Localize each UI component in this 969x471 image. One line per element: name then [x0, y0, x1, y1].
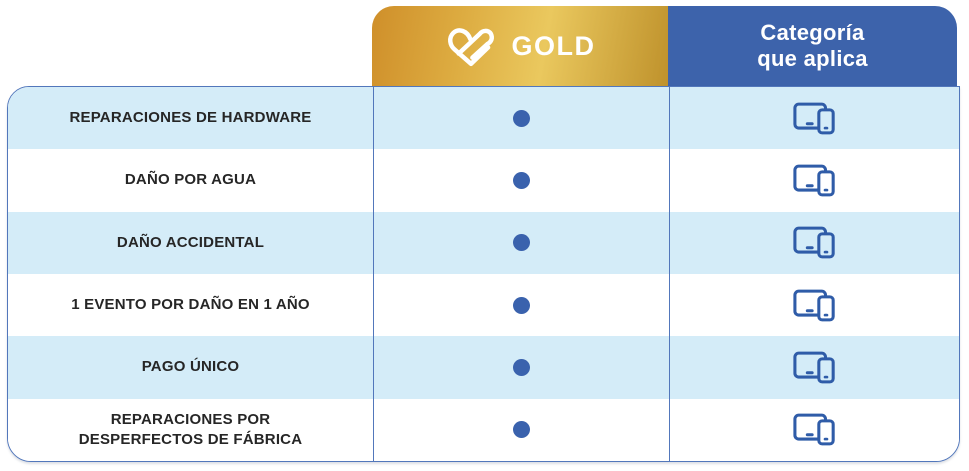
table-row: 1 EVENTO POR DAÑO EN 1 AÑO	[8, 273, 959, 337]
table-row: DAÑO ACCIDENTAL	[8, 211, 959, 274]
table-row: REPARACIONES DE HARDWARE	[8, 87, 959, 150]
gold-cell	[373, 336, 669, 399]
category-cell	[669, 211, 959, 274]
benefit-label: DAÑO ACCIDENTAL	[116, 233, 265, 251]
table-header-row: GOLD Categoría que aplica	[7, 6, 960, 86]
benefit-cell: PAGO ÚNICO	[8, 336, 373, 398]
category-cell	[669, 149, 959, 212]
gold-cell	[373, 211, 669, 274]
table-row: REPARACIONES POR DESPERFECTOS DE FÁBRICA	[8, 398, 959, 461]
category-cell	[669, 273, 959, 337]
table-row: PAGO ÚNICO	[8, 336, 959, 399]
table-body: REPARACIONES DE HARDWARE DAÑO POR AG	[7, 86, 960, 462]
included-dot-icon	[513, 234, 530, 252]
benefit-label: 1 EVENTO POR DAÑO EN 1 AÑO	[71, 296, 310, 314]
gold-cell	[373, 398, 669, 461]
benefit-cell: REPARACIONES DE HARDWARE	[8, 87, 373, 149]
care-heart-icon	[445, 21, 497, 72]
gold-cell	[373, 87, 669, 150]
included-dot-icon	[513, 171, 530, 189]
included-dot-icon	[513, 358, 530, 376]
phone-tablet-icon	[792, 289, 835, 322]
benefit-label: REPARACIONES POR DESPERFECTOS DE FÁBRICA	[78, 410, 303, 448]
benefit-label: DAÑO POR AGUA	[124, 171, 257, 189]
included-dot-icon	[513, 421, 530, 439]
phone-tablet-icon	[792, 351, 835, 384]
gold-cell	[373, 149, 669, 212]
phone-tablet-icon	[792, 413, 835, 446]
benefit-cell: DAÑO POR AGUA	[8, 149, 373, 211]
gold-column-title: GOLD	[511, 30, 596, 61]
phone-tablet-icon	[792, 164, 835, 197]
column-header-category: Categoría que aplica	[668, 6, 957, 86]
phone-tablet-icon	[792, 226, 835, 259]
gold-cell	[373, 273, 669, 337]
benefit-cell: DAÑO ACCIDENTAL	[8, 212, 373, 274]
benefit-cell: REPARACIONES POR DESPERFECTOS DE FÁBRICA	[8, 399, 373, 461]
column-header-gold: GOLD	[372, 6, 668, 86]
table-row: DAÑO POR AGUA	[8, 149, 959, 212]
table: GOLD Categoría que aplica REPARACIONES D…	[7, 6, 960, 462]
included-dot-icon	[513, 296, 530, 314]
category-cell	[669, 87, 959, 150]
benefit-label: PAGO ÚNICO	[141, 358, 240, 376]
included-dot-icon	[513, 109, 530, 127]
benefit-cell: 1 EVENTO POR DAÑO EN 1 AÑO	[8, 274, 373, 336]
benefit-label: REPARACIONES DE HARDWARE	[69, 109, 312, 127]
phone-tablet-icon	[792, 102, 835, 135]
category-column-title: Categoría que aplica	[757, 20, 868, 71]
category-cell	[669, 398, 959, 461]
category-cell	[669, 336, 959, 399]
